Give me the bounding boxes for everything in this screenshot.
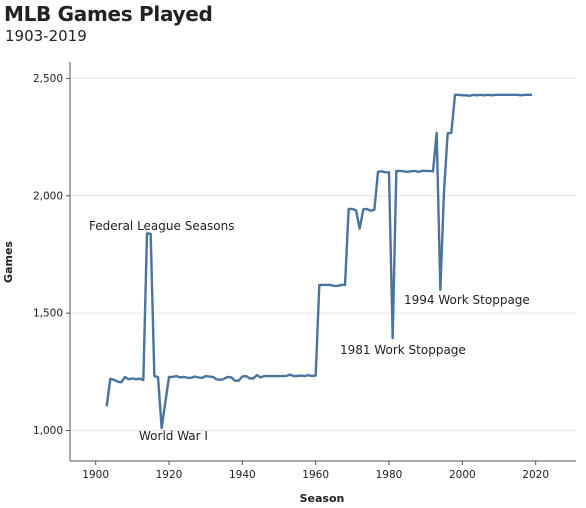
y-axis-label: Games	[2, 241, 15, 283]
x-axis: 1900 1920 1940 1960 1980 2000 2020	[70, 460, 576, 481]
gridlines	[70, 77, 576, 431]
x-tick-label: 1980	[376, 469, 403, 481]
x-tick-label: 2000	[449, 469, 476, 481]
chart-subtitle: 1903-2019	[5, 27, 87, 45]
annotation-federal-league: Federal League Seasons	[89, 219, 235, 233]
x-axis-label: Season	[300, 492, 345, 505]
x-tick-label: 1900	[82, 469, 109, 481]
x-tick-label: 1960	[302, 469, 329, 481]
y-tick-label: 1,000	[33, 425, 63, 437]
x-tick-label: 1940	[229, 469, 256, 481]
chart-title: MLB Games Played	[4, 2, 213, 26]
x-tick-label: 1920	[156, 469, 183, 481]
series-line	[105, 93, 532, 430]
x-tick-label: 2020	[522, 469, 549, 481]
y-tick-label: 2,000	[33, 190, 63, 202]
annotation-world-war-i: World War I	[139, 429, 208, 443]
y-axis: 1,000 1,500 2,000 2,500	[33, 62, 71, 461]
annotations: Federal League Seasons World War I 1981 …	[89, 219, 530, 443]
annotation-1981-work-stoppage: 1981 Work Stoppage	[340, 343, 466, 357]
annotation-1994-work-stoppage: 1994 Work Stoppage	[404, 293, 530, 307]
y-tick-label: 2,500	[33, 73, 63, 85]
y-tick-label: 1,500	[33, 308, 63, 320]
